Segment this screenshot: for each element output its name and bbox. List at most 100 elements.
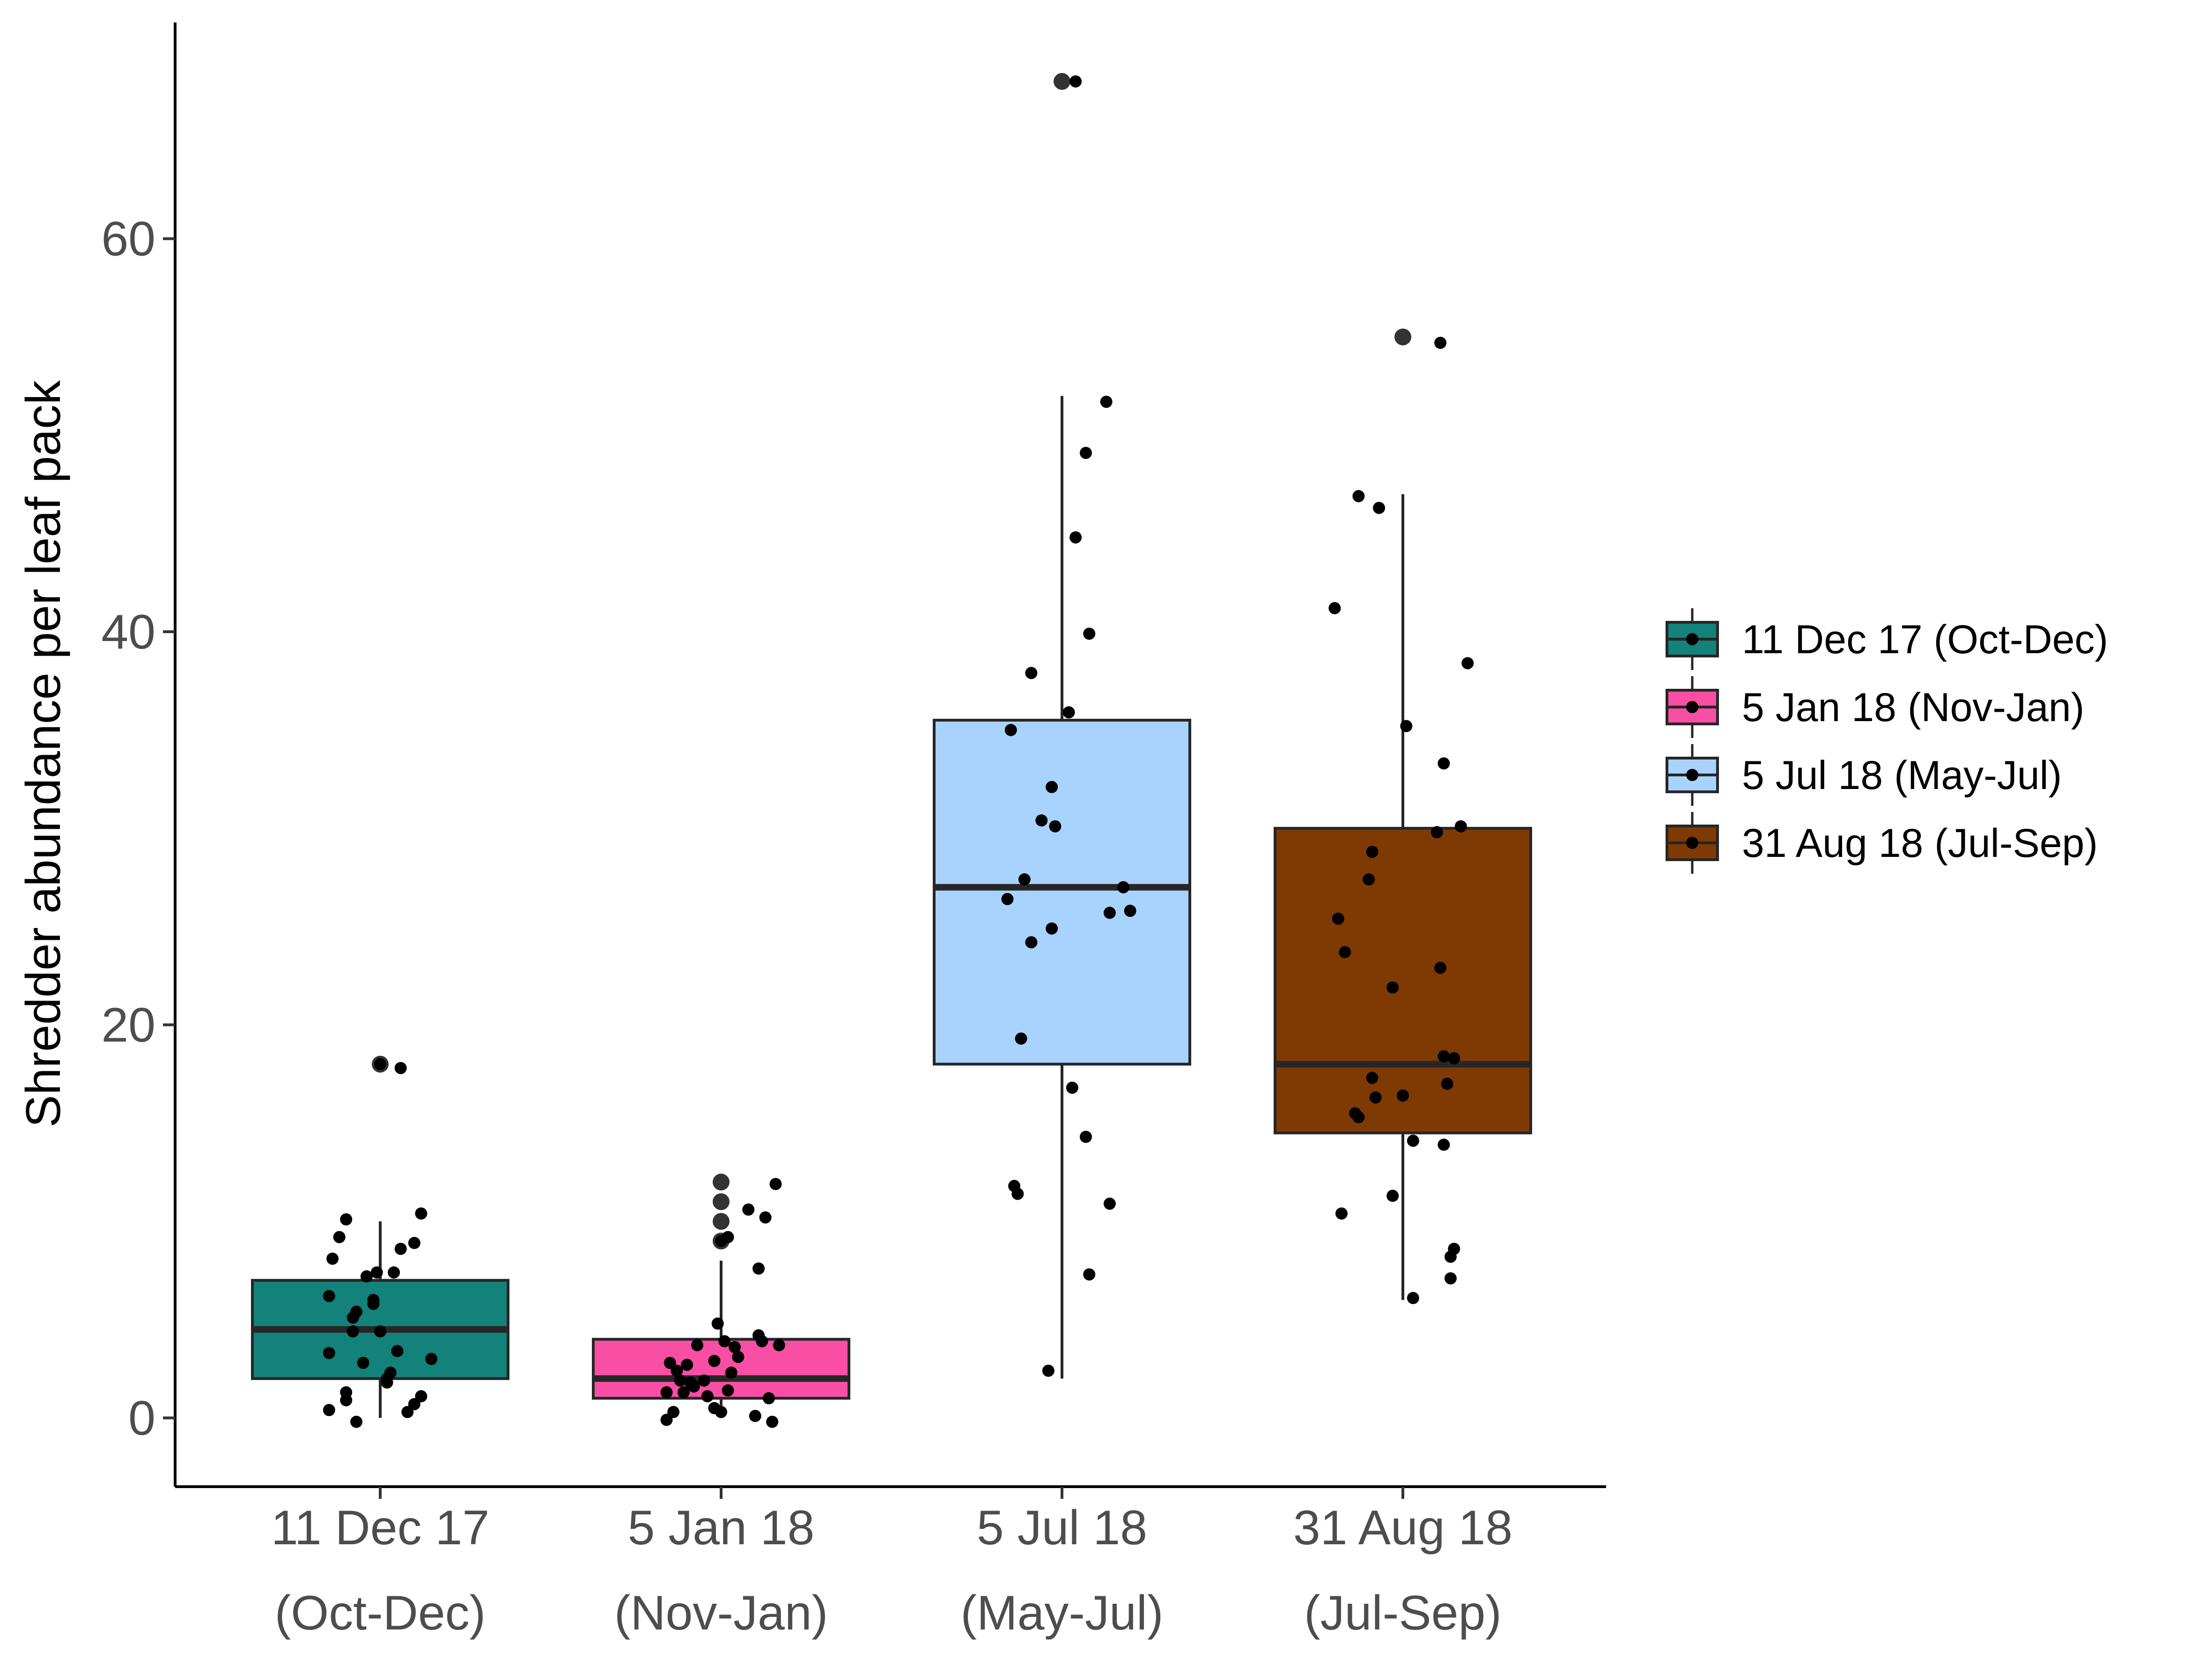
data-point [1369,1091,1382,1104]
data-point [1430,826,1443,839]
data-point [1004,724,1017,737]
data-point [1386,1189,1399,1202]
box-group [933,73,1191,1379]
outlier-point [1394,328,1411,346]
data-point [687,1380,700,1393]
data-point [1069,75,1082,88]
data-point [722,1384,734,1397]
data-point [732,1350,745,1363]
data-point [660,1386,673,1399]
data-point [367,1298,380,1310]
data-point [360,1270,373,1283]
data-point [1079,447,1092,459]
data-point [350,1305,363,1318]
x-tick-label-period: (Nov-Jan) [614,1586,828,1640]
box-group [1274,328,1532,1305]
data-point [1363,873,1375,886]
data-point [1352,1111,1365,1123]
data-point [381,1376,393,1389]
data-point [408,1237,420,1249]
legend-key-point [1686,837,1698,849]
data-point [347,1325,359,1338]
data-point [718,1335,731,1348]
data-point [1015,1032,1027,1045]
data-point [1049,820,1062,833]
box-iqr [933,719,1191,1066]
data-point [1444,1272,1457,1285]
legend-label: 5 Jan 18 (Nov-Jan) [1742,685,2084,730]
data-point [742,1203,755,1216]
x-tick-label-date: 5 Jul 18 [977,1501,1147,1555]
data-point [340,1213,353,1226]
x-tick-label-date: 11 Dec 17 [271,1501,489,1555]
data-point [1332,912,1344,925]
data-point [1386,981,1399,994]
data-point [1083,627,1096,640]
data-point [725,1366,737,1379]
data-point [752,1262,765,1275]
data-point [1046,922,1058,935]
data-point [1046,781,1058,793]
legend-key-point [1686,769,1698,781]
legend-label: 5 Jul 18 (May-Jul) [1742,753,2062,798]
data-point [664,1357,676,1369]
x-tick-label-period: (May-Jul) [960,1586,1163,1640]
data-point [1079,1130,1092,1143]
data-point [370,1266,383,1279]
data-point [333,1231,346,1243]
data-point [698,1374,710,1387]
data-point [1035,814,1048,827]
y-tick-label: 60 [101,212,155,266]
data-point [1025,667,1038,679]
data-point [671,1364,683,1377]
data-point [1441,1077,1453,1090]
data-point [1366,846,1379,858]
data-point [773,1339,785,1351]
data-point [674,1374,686,1387]
data-point [711,1317,724,1330]
data-point [1069,531,1082,544]
data-point [1366,1071,1379,1084]
box-group [592,1173,850,1428]
data-point [729,1341,741,1353]
data-point [677,1386,690,1399]
legend-item: 31 Aug 18 (Jul-Sep) [1666,812,2098,874]
legend-label: 11 Dec 17 (Oct-Dec) [1742,617,2108,662]
data-point [323,1404,335,1416]
data-point [350,1416,363,1428]
data-point [691,1339,704,1351]
data-point [1100,396,1113,408]
data-point [1103,907,1116,919]
y-tick-label: 0 [128,1391,155,1445]
data-point [384,1366,397,1379]
data-point [660,1414,673,1426]
axes: 0 20 40 60 11 Dec 17 (Oct-Dec) 5 Jan 18 (Nov-J… [101,22,1606,1640]
data-point [1407,1292,1419,1305]
data-point [1339,946,1351,959]
data-point [1461,657,1474,670]
x-tick-label-date: 5 Jan 18 [628,1501,815,1555]
legend-key-point [1686,633,1698,645]
data-point [1011,1187,1024,1200]
data-point [1083,1268,1096,1281]
outlier-point [1054,73,1070,90]
data-point [708,1355,721,1367]
data-point [1066,1081,1078,1094]
data-point [340,1394,353,1407]
data-point [401,1406,414,1418]
legend: 11 Dec 17 (Oct-Dec) 5 Jan 18 (Nov-Jan) 5 J… [1666,608,2108,874]
data-point [394,1062,407,1074]
data-point [756,1335,768,1348]
data-point [415,1207,428,1220]
data-point [1001,893,1014,906]
data-point [1124,905,1136,917]
box-iqr [1274,826,1532,1135]
data-point [408,1398,420,1410]
data-point [715,1406,727,1418]
legend-item: 5 Jan 18 (Nov-Jan) [1666,676,2084,738]
data-point [1397,1089,1409,1102]
data-point [1438,757,1450,770]
data-point [326,1253,339,1265]
data-point [1018,873,1031,886]
